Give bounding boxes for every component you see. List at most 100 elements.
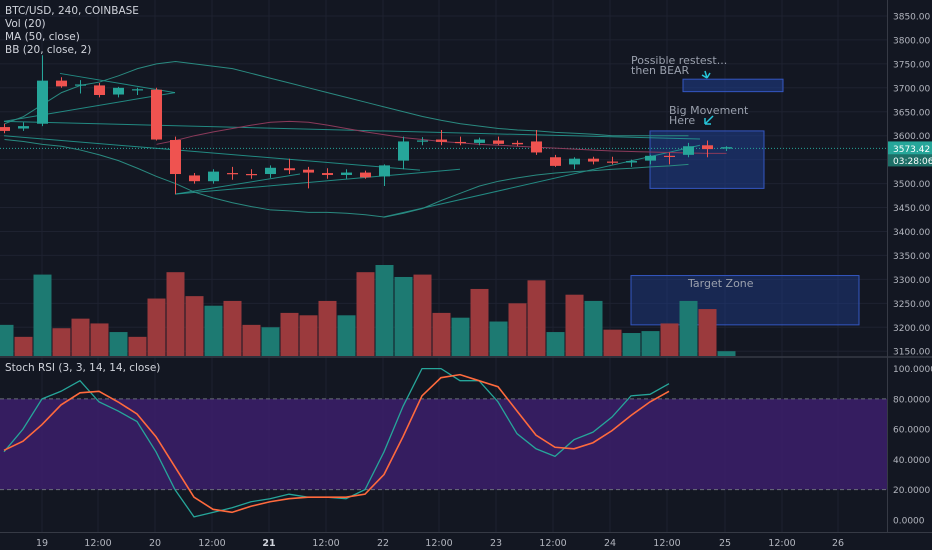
volume-bar xyxy=(109,332,128,356)
symbol-title[interactable]: BTC/USD, 240, COINBASE xyxy=(5,5,139,17)
volume-bars xyxy=(0,265,736,356)
time-tick-label: 19 xyxy=(36,538,48,549)
price-tick-label: 3500.00 xyxy=(893,180,930,190)
time-tick-label: 12:00 xyxy=(653,538,680,549)
candle-body xyxy=(303,169,314,173)
price-tick-label: 3750.00 xyxy=(893,60,930,70)
candle-body xyxy=(702,145,713,150)
price-badge-value: 3573.42 xyxy=(893,145,930,155)
time-tick-label: 12:00 xyxy=(198,538,225,549)
candle-body xyxy=(227,173,238,175)
rsi-overbought-oversold-band xyxy=(0,398,887,490)
volume-bar xyxy=(527,280,546,356)
volume-bar xyxy=(432,312,451,356)
price-axis[interactable]: 3850.00 3800.00 3750.00 3700.00 3650.00 3600.… xyxy=(893,12,932,526)
volume-bar xyxy=(375,265,394,356)
candle-body xyxy=(151,89,162,140)
time-axis[interactable]: 19 12:00 20 12:00 21 12:00 22 12:00 23 12:00 24 12:… xyxy=(36,538,844,549)
volume-bar xyxy=(660,323,679,356)
volume-indicator-label[interactable]: Vol (20) xyxy=(5,18,46,30)
volume-bar xyxy=(0,324,14,356)
volume-bar xyxy=(717,351,736,356)
stoch-rsi-lines xyxy=(3,367,670,518)
candle-body xyxy=(18,126,29,129)
time-tick-label: 12:00 xyxy=(768,538,795,549)
trendline xyxy=(59,72,176,94)
time-tick-label: 21 xyxy=(262,538,275,549)
rsi-tick-label: 80.0000 xyxy=(893,395,930,405)
rsi-tick-label: 20.0000 xyxy=(893,486,930,496)
volume-bar xyxy=(584,300,603,356)
volume-bar xyxy=(356,272,375,356)
volume-bar xyxy=(698,309,717,356)
annotation-target-zone: Target Zone xyxy=(688,277,754,290)
time-tick-label: 12:00 xyxy=(425,538,452,549)
restest-zone xyxy=(682,78,784,93)
volume-bar xyxy=(33,274,52,356)
candle-body xyxy=(531,141,542,153)
candle-body xyxy=(0,127,10,131)
candle-body xyxy=(436,139,447,142)
price-tick-label: 3600.00 xyxy=(893,132,930,142)
candle-body xyxy=(493,140,504,144)
stoch-rsi-label[interactable]: Stoch RSI (3, 3, 14, 14, close) xyxy=(5,362,161,374)
price-tick-label: 3650.00 xyxy=(893,108,930,118)
bb-indicator-label[interactable]: BB (20, close, 2) xyxy=(5,44,92,56)
volume-bar xyxy=(261,327,280,356)
price-tick-label: 3800.00 xyxy=(893,36,930,46)
volume-bar xyxy=(603,329,622,356)
volume-bar xyxy=(508,303,527,356)
last-price-badge: 3573.42 03:28:06 xyxy=(888,141,932,167)
bollinger-lower-line xyxy=(4,139,689,218)
price-badge-bg xyxy=(888,141,932,155)
time-tick-label: 24 xyxy=(604,538,616,549)
volume-bar xyxy=(451,317,470,356)
trendline xyxy=(174,173,301,195)
trendline xyxy=(3,120,701,140)
price-tick-label: 3850.00 xyxy=(893,12,930,22)
time-tick-label: 25 xyxy=(719,538,731,549)
candlesticks[interactable] xyxy=(0,55,732,195)
candle-body xyxy=(56,80,67,87)
time-tick-label: 12:00 xyxy=(312,538,339,549)
candle-body xyxy=(379,165,390,177)
ma-indicator-label[interactable]: MA (50, close) xyxy=(5,31,80,43)
annotation-restest-line2: then BEAR xyxy=(631,64,690,77)
price-tick-label: 3200.00 xyxy=(893,324,930,334)
arrow-down-left-icon xyxy=(704,115,714,125)
volume-bar xyxy=(546,332,565,356)
stoch-rsi-band xyxy=(0,398,887,491)
bollinger-upper-line xyxy=(4,60,689,137)
volume-bar xyxy=(204,305,223,356)
arrow-down-icon xyxy=(701,70,711,79)
volume-bar xyxy=(52,328,71,356)
candle-body xyxy=(208,171,219,182)
candle-body xyxy=(683,146,694,155)
volume-bar xyxy=(565,294,584,356)
annotation-big-move-line2: Here xyxy=(669,114,696,127)
candle-body xyxy=(37,80,48,124)
candle-body xyxy=(512,142,523,145)
volume-bar xyxy=(280,312,299,356)
volume-bar xyxy=(413,274,432,356)
candle-body xyxy=(455,141,466,144)
candle-body xyxy=(645,155,656,161)
candle-body xyxy=(94,85,105,95)
bollinger-bands xyxy=(4,60,689,218)
candle-body xyxy=(322,173,333,175)
candle-body xyxy=(360,172,371,178)
candle-body xyxy=(113,87,124,95)
trendlines[interactable] xyxy=(0,72,887,218)
rsi-tick-label: 60.0000 xyxy=(893,426,930,436)
volume-bar xyxy=(128,336,147,356)
annotation-big-move-line1: Big Movement xyxy=(669,104,749,117)
price-tick-label: 3350.00 xyxy=(893,252,930,262)
trendline xyxy=(174,168,461,195)
time-tick-label: 20 xyxy=(149,538,161,549)
trendline xyxy=(3,135,421,171)
volume-bar xyxy=(470,288,489,356)
volume-bar xyxy=(299,315,318,356)
volume-bar xyxy=(185,296,204,356)
candle-body xyxy=(664,155,675,158)
